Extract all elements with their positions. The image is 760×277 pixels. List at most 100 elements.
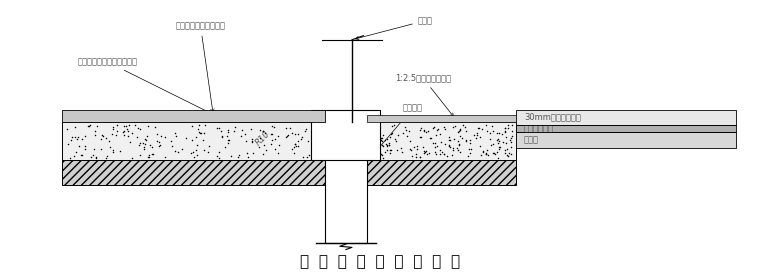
Bar (325, 122, 367, 243)
Point (308, 146, 320, 150)
Point (500, 140, 512, 145)
Point (382, 144, 394, 148)
Point (431, 127, 443, 132)
Point (505, 136, 517, 140)
Point (375, 136, 388, 141)
Point (492, 155, 504, 160)
Point (427, 140, 439, 145)
Point (391, 132, 404, 137)
Point (107, 127, 119, 132)
Point (435, 152, 447, 156)
Point (296, 135, 308, 139)
Point (185, 150, 197, 155)
Point (233, 153, 245, 157)
Point (139, 136, 151, 141)
Point (493, 139, 505, 143)
Point (284, 126, 296, 131)
Point (118, 129, 130, 134)
Point (69, 135, 81, 140)
Point (89, 129, 101, 134)
Point (95, 147, 107, 151)
Point (159, 135, 171, 140)
Point (139, 142, 151, 146)
Point (288, 145, 300, 150)
Point (170, 134, 182, 138)
Point (198, 131, 211, 135)
Point (255, 136, 267, 140)
Point (448, 148, 460, 152)
Point (140, 138, 152, 142)
Point (123, 123, 135, 127)
Point (144, 143, 157, 148)
Point (366, 146, 378, 151)
Point (62, 142, 74, 146)
Point (228, 129, 240, 133)
Point (118, 133, 130, 137)
Point (419, 150, 431, 154)
Point (378, 138, 391, 142)
Point (436, 150, 448, 155)
Point (411, 144, 423, 149)
Point (372, 135, 385, 139)
Point (371, 153, 383, 158)
Point (487, 129, 499, 133)
Point (438, 152, 450, 157)
Point (464, 151, 477, 155)
Point (396, 150, 408, 154)
Point (385, 132, 397, 136)
Point (375, 138, 387, 142)
Point (454, 126, 467, 131)
Point (418, 151, 430, 155)
Point (166, 144, 179, 148)
Point (116, 130, 128, 135)
Point (439, 142, 451, 147)
Point (126, 155, 138, 160)
Point (107, 150, 119, 155)
Point (78, 134, 90, 138)
Point (297, 155, 309, 160)
Point (472, 126, 484, 130)
Point (369, 138, 381, 142)
Point (470, 135, 483, 140)
Point (444, 138, 456, 142)
Point (240, 139, 252, 143)
Point (292, 131, 304, 136)
Point (272, 134, 284, 138)
Point (283, 132, 295, 137)
Point (213, 125, 225, 130)
Point (289, 142, 301, 146)
Text: R10: R10 (254, 129, 272, 148)
Point (214, 156, 226, 160)
Point (385, 148, 397, 153)
Point (488, 151, 500, 155)
Point (394, 145, 407, 150)
Point (269, 137, 281, 142)
Point (71, 135, 84, 139)
Point (380, 141, 392, 146)
Point (73, 143, 85, 148)
Point (491, 150, 503, 154)
Point (471, 130, 483, 135)
Point (471, 133, 483, 137)
Point (76, 153, 88, 157)
Point (264, 132, 277, 137)
Point (138, 145, 150, 149)
Point (221, 130, 233, 134)
Point (190, 148, 202, 152)
Point (131, 126, 144, 131)
Point (124, 140, 136, 144)
Point (232, 155, 244, 160)
Point (90, 155, 103, 160)
Point (91, 124, 103, 129)
Point (452, 142, 464, 146)
Point (131, 135, 143, 139)
Point (489, 151, 501, 156)
Point (464, 147, 477, 151)
Point (417, 149, 429, 153)
Point (432, 126, 444, 131)
Point (165, 138, 177, 143)
Bar (516, 110, 736, 125)
Point (155, 134, 167, 138)
Point (103, 139, 116, 143)
Point (229, 124, 241, 129)
